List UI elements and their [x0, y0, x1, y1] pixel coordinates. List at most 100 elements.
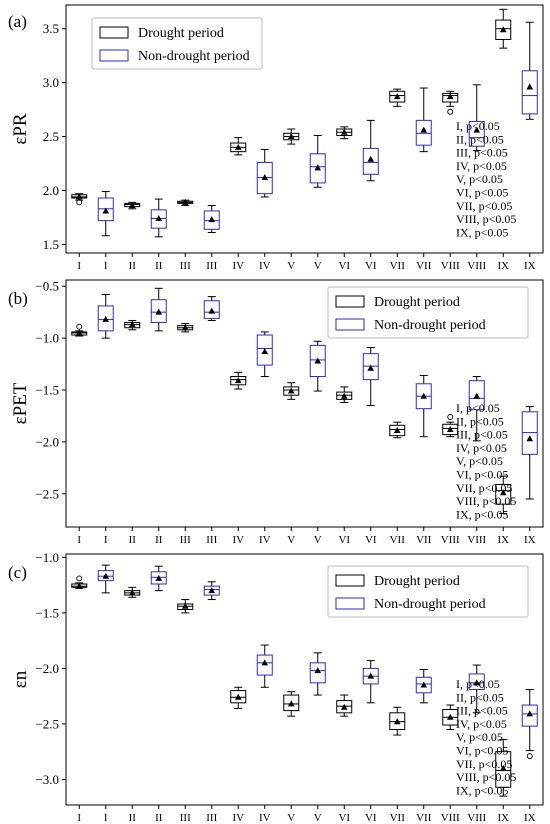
plot-frame	[65, 279, 544, 528]
box-VIII-non-drought	[468, 376, 485, 442]
mean-marker	[314, 357, 322, 364]
x-tick-label: IX	[524, 812, 536, 824]
x-tick-label: VIII	[467, 534, 486, 546]
mean-marker	[367, 364, 375, 371]
box-IX-drought	[495, 475, 512, 515]
legend-swatch	[335, 597, 365, 610]
panel-label: (c)	[8, 563, 27, 582]
legend-swatch	[335, 295, 365, 308]
y-tick-label: −1.0	[35, 331, 59, 346]
y-tick-label: −2.0	[35, 661, 59, 676]
box-VIII-drought	[442, 414, 459, 438]
significance-annotation: VII, p<0.05	[456, 481, 512, 495]
x-tick-label: IV	[232, 260, 244, 272]
outlier-point	[76, 575, 83, 582]
x-tick-label: VII	[390, 260, 406, 272]
mean-marker	[499, 489, 507, 496]
outlier-point	[447, 108, 454, 115]
box-I-drought	[71, 323, 88, 337]
box-II-drought	[124, 201, 141, 210]
x-tick-label: V	[287, 534, 295, 546]
x-tick-label: II	[129, 534, 137, 546]
box-VI-non-drought	[362, 660, 379, 704]
x-tick-label: I	[104, 534, 108, 546]
x-tick-label: III	[206, 812, 217, 824]
box-VI-drought	[336, 386, 353, 403]
y-tick-label: −0.5	[35, 279, 59, 294]
x-tick-label: I	[77, 260, 81, 272]
significance-annotation: II, p<0.05	[456, 414, 504, 428]
x-tick-label: VII	[416, 812, 432, 824]
x-tick-label: IV	[232, 534, 244, 546]
box-VIII-drought	[442, 704, 459, 730]
box-VIII-non-drought	[468, 664, 485, 714]
box-I-non-drought	[97, 294, 114, 339]
box-IX-non-drought	[521, 21, 538, 120]
box-IX-drought	[495, 8, 512, 49]
y-axis-label: εn	[10, 670, 31, 688]
significance-annotation: VII, p<0.05	[456, 199, 512, 213]
mean-marker	[128, 321, 136, 328]
mean-marker	[367, 672, 375, 679]
significance-annotation: I, p<0.05	[456, 119, 500, 133]
box-II-non-drought	[150, 287, 167, 332]
box-V-non-drought	[309, 652, 326, 696]
x-tick-label: IX	[497, 260, 509, 272]
y-tick-label: 2.5	[43, 129, 59, 144]
x-tick-label: III	[206, 534, 217, 546]
x-tick-label: II	[155, 534, 163, 546]
y-tick-label: 2.0	[43, 183, 59, 198]
significance-annotation: III, p<0.05	[456, 146, 508, 160]
legend: Drought period Non-drought period	[91, 17, 263, 70]
mean-marker	[499, 26, 507, 33]
significance-annotation: VI, p<0.05	[456, 468, 508, 482]
y-tick-label: 3.5	[43, 21, 59, 36]
x-tick-label: VII	[416, 534, 432, 546]
legend-swatch	[335, 574, 365, 587]
mean-marker	[446, 713, 454, 720]
box-VII-drought	[389, 706, 406, 736]
box-V-drought	[283, 128, 300, 145]
mean-marker	[261, 659, 269, 666]
mean-marker	[128, 202, 136, 209]
box-I-non-drought	[97, 191, 114, 237]
box-I-drought	[71, 575, 88, 589]
mean-marker	[75, 193, 83, 200]
x-tick-label: VII	[390, 812, 406, 824]
box-II-drought	[124, 586, 141, 598]
box-VII-drought	[389, 421, 406, 439]
box-IV-non-drought	[256, 331, 273, 378]
box-I-non-drought	[97, 564, 114, 594]
x-tick-label: VIII	[467, 260, 486, 272]
box-III-non-drought	[203, 296, 220, 321]
box-iqr	[415, 119, 432, 146]
mean-marker	[314, 667, 322, 674]
y-axis-label: εPR	[10, 113, 31, 145]
significance-annotation: V, p<0.05	[456, 454, 503, 468]
box-III-drought	[177, 198, 194, 207]
box-II-drought	[124, 319, 141, 331]
significance-annotation: V, p<0.05	[456, 172, 503, 186]
x-tick-label: VIII	[467, 812, 486, 824]
mean-marker	[393, 718, 401, 725]
legend-label: Drought period	[374, 295, 460, 310]
box-VI-drought	[336, 694, 353, 717]
y-tick-label: −2.5	[35, 486, 59, 501]
x-tick-label: I	[104, 260, 108, 272]
mean-marker	[155, 214, 163, 221]
x-tick-label: V	[287, 260, 295, 272]
panel-label: (b)	[8, 289, 28, 308]
mean-marker	[340, 392, 348, 399]
outlier-point	[76, 199, 83, 206]
x-tick-label: II	[129, 812, 137, 824]
x-tick-label: II	[129, 260, 137, 272]
box-V-non-drought	[309, 134, 326, 188]
significance-annotation: VIII, p<0.05	[456, 212, 516, 226]
mean-marker	[102, 572, 110, 579]
y-tick-label: −2.5	[35, 716, 59, 731]
mean-marker	[181, 602, 189, 609]
x-tick-label: V	[314, 534, 322, 546]
box-II-non-drought	[150, 565, 167, 592]
plot-frame	[65, 4, 544, 254]
legend: Drought period Non-drought period	[327, 565, 529, 618]
